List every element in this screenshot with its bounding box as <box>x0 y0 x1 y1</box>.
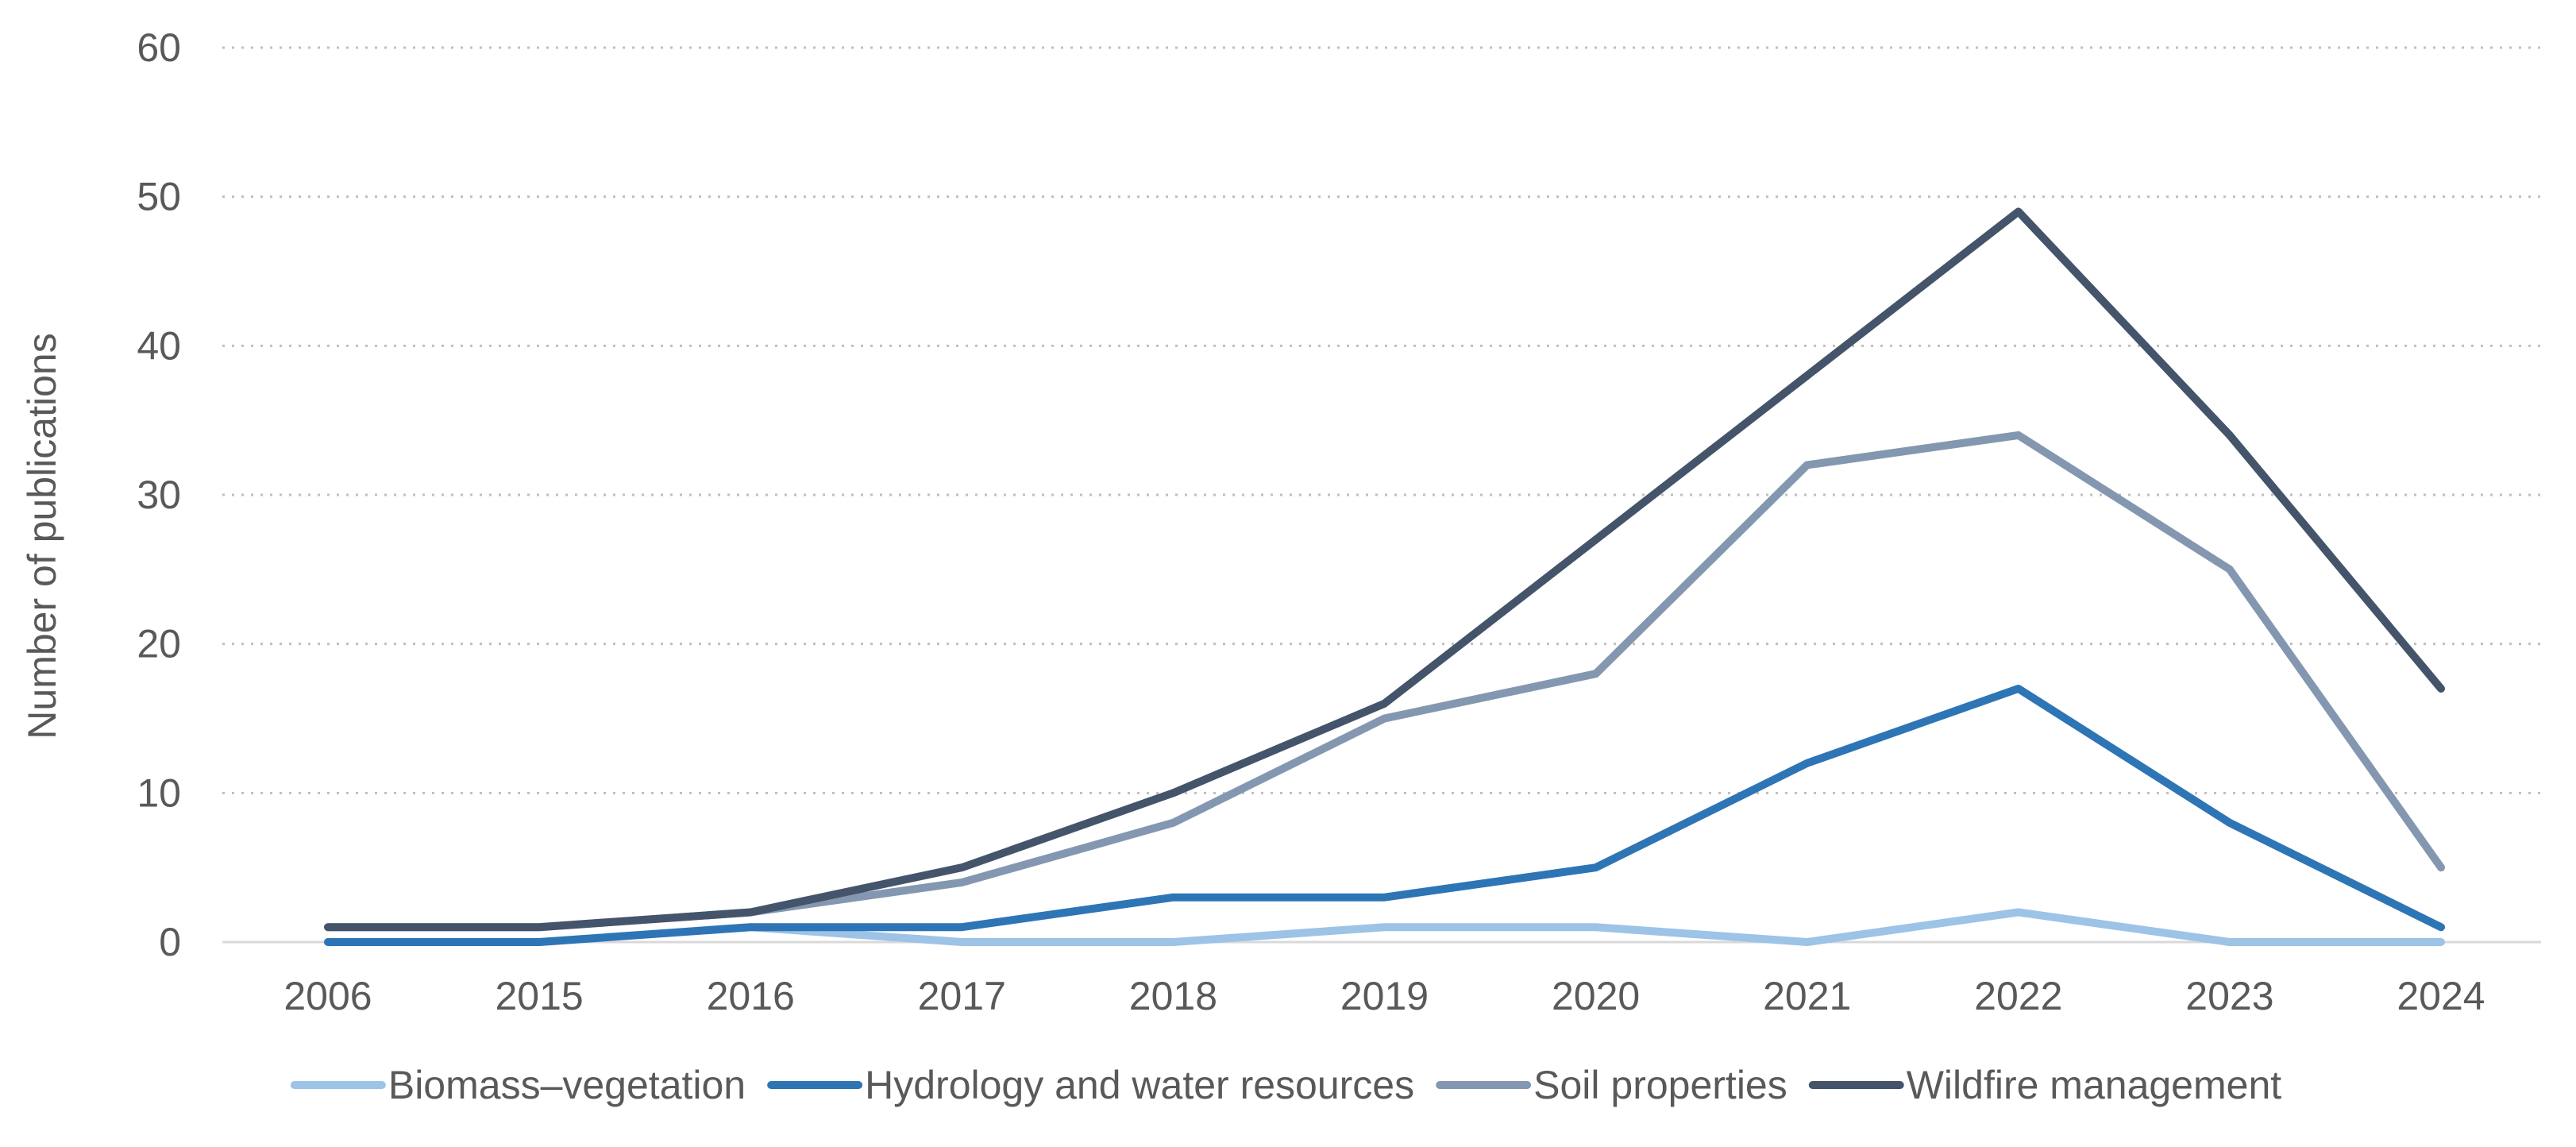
y-tick-label: 20 <box>137 622 181 666</box>
legend-label: Hydrology and water resources <box>865 1063 1414 1107</box>
y-tick-label: 40 <box>137 323 181 368</box>
x-tick-label: 2017 <box>918 974 1006 1018</box>
x-tick-label: 2024 <box>2397 974 2485 1018</box>
x-axis: 2006 2015 2016 2017 2018 2019 2020 2021 2022 2023… <box>222 940 2541 1018</box>
gridlines <box>222 46 2541 794</box>
x-tick-label: 2018 <box>1129 974 1217 1018</box>
legend-item: Wildfire management <box>1808 1063 2282 1107</box>
x-tick-label: 2016 <box>707 974 795 1018</box>
x-tick-label: 2019 <box>1340 974 1429 1018</box>
legend-item: Biomass–vegetation <box>290 1063 746 1107</box>
legend-label: Soil properties <box>1533 1063 1787 1107</box>
series-line-wildfire-management <box>324 207 2445 932</box>
x-tick-label: 2022 <box>1974 974 2062 1018</box>
series-line-soil-properties <box>324 431 2445 932</box>
y-tick-label: 10 <box>137 770 181 815</box>
x-tick-label: 2021 <box>1763 974 1851 1018</box>
y-axis: 0 10 20 30 40 50 60 <box>137 25 181 964</box>
legend-label: Biomass–vegetation <box>388 1063 746 1107</box>
series-lines <box>324 207 2445 946</box>
x-tick-label: 2023 <box>2185 974 2273 1018</box>
y-tick-label: 30 <box>137 473 181 517</box>
x-tick-label: 2020 <box>1552 974 1640 1018</box>
legend: Biomass–vegetation Hydrology and water re… <box>290 1063 2282 1107</box>
x-tick-label: 2015 <box>495 974 583 1018</box>
legend-item: Hydrology and water resources <box>767 1063 1414 1107</box>
y-tick-label: 60 <box>137 25 181 70</box>
series-line-hydrology-and-water-resources <box>324 684 2445 946</box>
legend-label: Wildfire management <box>1907 1063 2282 1107</box>
y-tick-label: 50 <box>137 175 181 219</box>
legend-item: Soil properties <box>1436 1063 1787 1107</box>
x-tick-label: 2006 <box>283 974 372 1018</box>
y-tick-label: 0 <box>159 920 181 964</box>
y-axis-title: Number of publications <box>20 333 64 739</box>
